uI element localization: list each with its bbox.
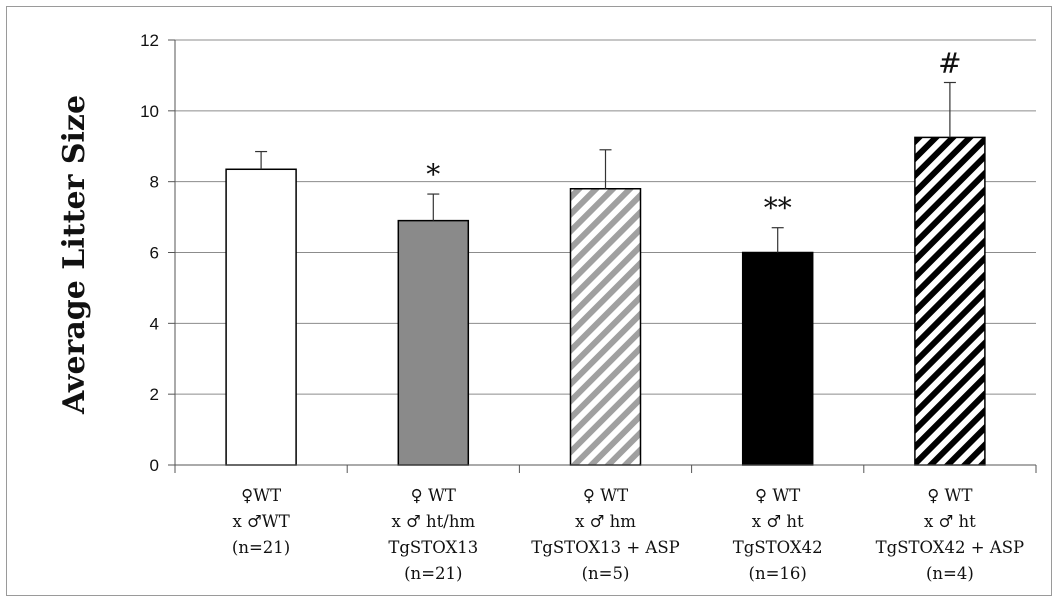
significance-marker: * <box>426 158 440 191</box>
significance-marker: ** <box>764 192 792 225</box>
y-tick-label: 0 <box>150 456 159 475</box>
bar <box>397 219 470 466</box>
category-label-line: ♀ WT <box>927 486 972 505</box>
category-label-line: (n=16) <box>749 564 807 583</box>
category-label-line: (n=4) <box>926 564 974 583</box>
bar <box>225 168 297 466</box>
bar <box>569 188 642 466</box>
category-label-line: (n=21) <box>404 564 462 583</box>
category-label-line: (n=21) <box>232 538 290 557</box>
chart-frame <box>6 6 1052 596</box>
gridlines <box>175 39 1036 395</box>
y-tick-label: 10 <box>140 102 159 121</box>
error-bars <box>255 81 956 253</box>
category-label-line: x ♂ hm <box>575 512 636 531</box>
significance-marker: # <box>938 47 961 80</box>
axes <box>168 39 1037 473</box>
category-label-line: TgSTOX42 <box>733 538 823 557</box>
bar <box>741 251 814 466</box>
category-label-line: x ♂WT <box>232 512 289 531</box>
y-tick-label: 12 <box>140 31 159 50</box>
y-tick-label: 6 <box>150 244 159 263</box>
y-tick-label: 8 <box>150 173 159 192</box>
category-label-line: x ♂ ht/hm <box>391 512 475 531</box>
y-axis-label: Average Litter Size <box>57 95 92 415</box>
category-label-line: ♀ WT <box>411 486 456 505</box>
category-label-line: TgSTOX13 <box>388 538 478 557</box>
category-labels: ♀WT x ♂WT (n=21) ♀ WT x ♂ ht/hm TgSTOX13 (n=21… <box>232 486 1024 583</box>
category-label-line: ♀WT <box>241 486 281 505</box>
category-label-line: ♀ WT <box>583 486 628 505</box>
category-label-line: (n=5) <box>582 564 630 583</box>
bar <box>914 136 986 466</box>
category-label-line: TgSTOX13 + ASP <box>531 538 680 557</box>
category-label-line: x ♂ ht <box>924 512 976 531</box>
significance-annotations: ***# <box>426 47 961 225</box>
category-label-line: TgSTOX42 + ASP <box>876 538 1025 557</box>
category-label-line: ♀ WT <box>755 486 800 505</box>
y-tick-label: 4 <box>150 314 159 333</box>
y-tick-labels: 0 2 4 6 8 10 12 <box>140 31 159 475</box>
y-tick-label: 2 <box>150 385 159 404</box>
category-label-line: x ♂ ht <box>752 512 804 531</box>
